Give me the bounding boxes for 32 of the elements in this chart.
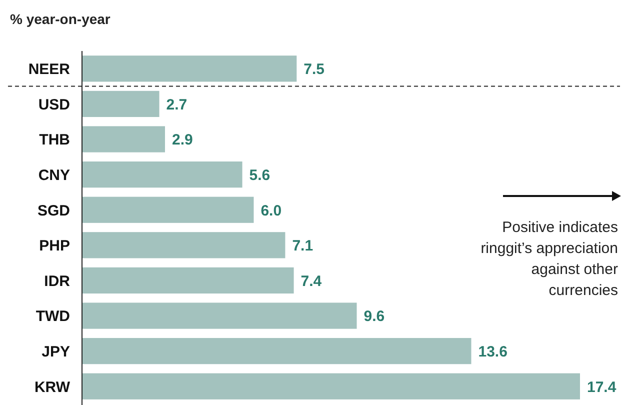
bar bbox=[82, 126, 165, 152]
y-tick-label: KRW bbox=[34, 378, 71, 396]
data-label: 7.5 bbox=[304, 61, 325, 78]
data-label: 6.0 bbox=[260, 202, 282, 220]
bar bbox=[82, 196, 254, 223]
y-tick-label: IDR bbox=[44, 272, 70, 290]
y-tick-label: JPY bbox=[42, 343, 70, 360]
data-label: 5.6 bbox=[249, 166, 270, 184]
data-label: 2.7 bbox=[166, 96, 188, 114]
bar bbox=[82, 373, 580, 400]
x-axis-title: % year-on-year bbox=[10, 11, 111, 27]
y-tick-label: USD bbox=[38, 96, 70, 114]
data-label: 13.6 bbox=[478, 343, 508, 360]
bar bbox=[82, 90, 160, 118]
data-label: 7.4 bbox=[300, 272, 322, 290]
y-tick-label: SGD bbox=[37, 202, 70, 220]
data-label: 9.6 bbox=[364, 308, 385, 326]
y-tick-label: PHP bbox=[39, 238, 70, 255]
bar bbox=[82, 338, 472, 364]
bar bbox=[82, 232, 286, 258]
y-tick-label: THB bbox=[39, 132, 70, 149]
annotation: Positive indicates ringgit’s appreciation against other currencies bbox=[480, 219, 618, 299]
data-label: 2.9 bbox=[172, 132, 193, 149]
y-tick-label: CNY bbox=[38, 166, 70, 184]
bar bbox=[82, 302, 357, 329]
bar bbox=[82, 267, 294, 294]
bar bbox=[82, 56, 297, 82]
data-label: 17.4 bbox=[587, 378, 617, 396]
y-tick-label: NEER bbox=[28, 61, 70, 78]
data-label: 7.1 bbox=[292, 238, 314, 255]
y-tick-label: TWD bbox=[36, 308, 70, 326]
bar bbox=[82, 161, 242, 188]
